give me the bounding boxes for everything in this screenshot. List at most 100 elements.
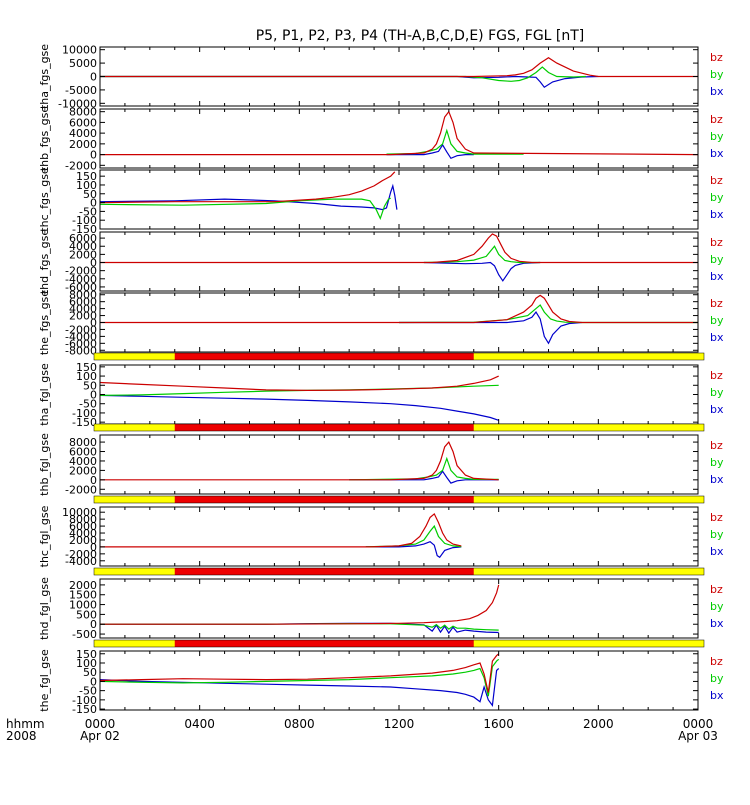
y-tick-label: 5000 — [69, 57, 97, 70]
mode-bar — [93, 639, 705, 648]
chart-title: P5, P1, P2, P3, P4 (TH-A,B,C,D,E) FGS, F… — [256, 28, 585, 44]
legend-by: by — [710, 672, 724, 685]
time-tick-date: Apr 03 — [678, 729, 718, 743]
panel-ylabel: the_fgs_gse — [38, 290, 51, 355]
mode-bar — [93, 352, 705, 361]
y-tick-label: -2000 — [65, 483, 97, 496]
mode-bar-red — [174, 353, 474, 360]
y-tick-label: 150 — [76, 170, 97, 183]
series-line-bz — [100, 110, 698, 156]
legend-bz: bz — [710, 369, 723, 382]
y-tick-label: 2000 — [69, 464, 97, 477]
mode-bar-red — [174, 496, 474, 503]
legend-by: by — [710, 68, 724, 81]
y-tick-label: -4000 — [65, 555, 97, 568]
legend-by: by — [710, 191, 724, 204]
time-tick-label: 1200 — [384, 717, 415, 731]
time-tick-label: 2000 — [583, 717, 614, 731]
y-tick-label: -50 — [79, 685, 97, 698]
panel-ylabel: tha_fgs_gse — [38, 44, 51, 109]
series-line-bx — [100, 183, 398, 211]
legend-bx: bx — [710, 270, 724, 283]
series-line-bx — [423, 261, 541, 282]
panel-ylabel: the_fgl_gse — [38, 649, 51, 712]
y-tick-label: -2000 — [65, 323, 97, 336]
y-tick-label: 0 — [90, 317, 97, 330]
series-line-by — [100, 197, 391, 221]
series-line-bz — [100, 584, 500, 625]
y-tick-label: 10000 — [62, 44, 97, 57]
y-tick-label: -500 — [72, 628, 97, 641]
y-tick-label: -150 — [72, 703, 97, 716]
y-tick-label: 2000 — [69, 310, 97, 323]
legend-bz: bz — [710, 113, 723, 126]
y-tick-label: 0 — [90, 541, 97, 554]
time-tick-label: 1600 — [483, 717, 514, 731]
time-tick-label: 0000 — [683, 717, 714, 731]
mode-bar-red — [174, 568, 474, 575]
y-tick-label: -8000 — [65, 344, 97, 357]
y-tick-label: -2000 — [65, 265, 97, 278]
y-tick-label: 0 — [90, 474, 97, 487]
legend-bz: bz — [710, 655, 723, 668]
y-tick-label: 0 — [90, 675, 97, 688]
y-tick-label: 100 — [76, 179, 97, 192]
y-tick-label: 0 — [90, 197, 97, 210]
panel-frame — [99, 506, 699, 567]
legend-bz: bz — [710, 511, 723, 524]
legend-by: by — [710, 130, 724, 143]
series-line-bz — [100, 294, 698, 324]
y-tick-label: -150 — [72, 416, 97, 429]
series-line-by — [349, 456, 499, 481]
y-tick-label: -5000 — [65, 84, 97, 97]
y-tick-label: 6000 — [69, 446, 97, 459]
y-tick-label: 2000 — [69, 248, 97, 261]
y-tick-label: 4000 — [69, 127, 97, 140]
legend-by: by — [710, 314, 724, 327]
panel-ylabel: thd_fgs_gse — [38, 229, 51, 295]
y-tick-label: 1500 — [69, 589, 97, 602]
series-line-bx — [100, 75, 599, 88]
y-tick-label: 100 — [76, 657, 97, 670]
y-tick-label: -4000 — [65, 273, 97, 286]
y-tick-label: -2000 — [65, 159, 97, 172]
legend-bx: bx — [710, 689, 724, 702]
mode-bar — [93, 423, 705, 432]
mode-bar-red — [174, 640, 474, 647]
y-tick-label: 6000 — [69, 232, 97, 245]
legend-bx: bx — [710, 473, 724, 486]
y-tick-label: -50 — [79, 398, 97, 411]
series-line-bz — [100, 171, 396, 204]
legend-by: by — [710, 456, 724, 469]
panel-frame — [99, 364, 699, 425]
panel-ylabel: thb_fgs_gse — [38, 106, 51, 172]
legend-bz: bz — [710, 439, 723, 452]
series-line-bz — [100, 233, 698, 264]
series-line-by — [423, 245, 541, 264]
panel-ylabel: thd_fgl_gse — [38, 577, 51, 640]
y-tick-label: 4000 — [69, 240, 97, 253]
y-tick-label: -2000 — [65, 548, 97, 561]
y-tick-label: 6000 — [69, 116, 97, 129]
y-tick-label: 6000 — [69, 296, 97, 309]
series-line-bz — [100, 56, 698, 78]
panel-ylabel: thb_fgl_gse — [38, 433, 51, 496]
legend-bx: bx — [710, 617, 724, 630]
series-line-bx — [399, 311, 582, 345]
y-tick-label: 0 — [90, 149, 97, 162]
y-tick-label: -4000 — [65, 330, 97, 343]
y-tick-label: 1000 — [69, 599, 97, 612]
time-tick-label: 0000 — [85, 717, 116, 731]
mode-bar-frame — [93, 495, 705, 504]
y-tick-label: -100 — [72, 694, 97, 707]
mode-bar-frame — [93, 639, 705, 648]
